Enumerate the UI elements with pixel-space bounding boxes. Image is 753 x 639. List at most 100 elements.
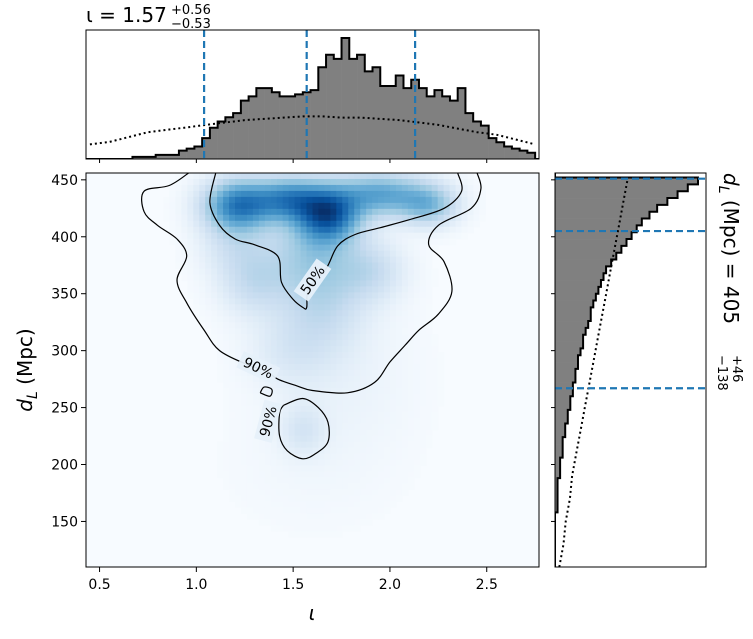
density-cell xyxy=(324,453,331,461)
density-cell xyxy=(449,178,457,186)
density-cell xyxy=(181,226,188,234)
density-cell xyxy=(324,501,331,508)
density-cell xyxy=(407,208,415,216)
density-cell xyxy=(431,399,439,407)
density-cell xyxy=(235,441,242,449)
density-cell xyxy=(372,190,379,198)
density-cell xyxy=(264,340,272,347)
density-cell xyxy=(318,393,326,401)
density-cell xyxy=(378,477,385,485)
density-cell xyxy=(342,322,349,329)
density-cell xyxy=(318,292,326,299)
density-cell xyxy=(384,316,391,323)
density-cell xyxy=(264,244,272,252)
density-cell xyxy=(395,483,403,490)
density-cell xyxy=(252,173,260,180)
density-cell xyxy=(419,340,427,347)
density-cell xyxy=(223,322,230,329)
density-cell xyxy=(360,375,367,383)
density-cell xyxy=(229,250,236,258)
density-cell xyxy=(437,370,445,377)
density-cell xyxy=(217,226,224,234)
density-cell xyxy=(217,364,224,371)
density-cell xyxy=(330,370,337,377)
density-cell xyxy=(276,298,284,305)
density-cell xyxy=(407,196,415,204)
density-cell xyxy=(366,453,373,461)
density-cell xyxy=(288,214,296,222)
density-cell xyxy=(306,178,314,186)
density-cell xyxy=(252,423,260,431)
density-cell xyxy=(455,220,463,228)
density-cell xyxy=(187,173,194,180)
density-cell xyxy=(354,525,361,532)
density-cell xyxy=(342,328,349,335)
density-cell xyxy=(318,453,326,461)
density-cell xyxy=(425,441,433,449)
density-cell xyxy=(407,340,415,347)
density-cell xyxy=(324,178,331,186)
density-cell xyxy=(288,483,296,490)
density-cell xyxy=(467,190,475,198)
density-cell xyxy=(276,525,284,532)
density-cell xyxy=(407,393,415,401)
density-cell xyxy=(229,178,236,186)
density-cell xyxy=(330,328,337,335)
density-cell xyxy=(264,322,272,329)
density-cell xyxy=(342,465,349,473)
density-cell xyxy=(336,435,343,443)
density-cell xyxy=(229,310,236,317)
density-cell xyxy=(348,429,355,437)
density-cell xyxy=(336,316,343,323)
density-cell xyxy=(366,256,373,264)
density-cell xyxy=(294,173,302,180)
density-cell xyxy=(384,471,391,479)
density-cell xyxy=(288,381,296,389)
density-cell xyxy=(312,298,320,305)
contour-line xyxy=(259,386,273,397)
dL-hist-bar xyxy=(555,245,622,254)
density-cell xyxy=(223,173,230,180)
density-cell xyxy=(413,435,421,443)
density-cell xyxy=(217,298,224,305)
density-cell xyxy=(306,501,314,508)
density-cell xyxy=(425,292,433,299)
density-cell xyxy=(270,334,278,341)
density-cell xyxy=(252,513,260,520)
density-cell xyxy=(354,328,361,335)
density-cell xyxy=(425,184,433,192)
density-cell xyxy=(229,358,236,365)
density-cell xyxy=(348,346,355,353)
density-cell xyxy=(240,322,248,329)
density-cell xyxy=(366,280,373,288)
density-cell xyxy=(169,208,177,216)
density-cell xyxy=(187,226,194,234)
density-cell xyxy=(217,310,224,317)
density-cell xyxy=(336,238,343,246)
density-cell xyxy=(336,507,343,514)
density-cell xyxy=(407,316,415,323)
density-cell xyxy=(342,232,349,240)
density-cell xyxy=(425,340,433,347)
density-cell xyxy=(360,364,367,371)
density-cell xyxy=(312,495,320,502)
density-cell xyxy=(378,507,385,514)
density-cell xyxy=(342,196,349,204)
density-cell xyxy=(264,184,272,192)
density-cell xyxy=(360,501,367,508)
density-cell xyxy=(163,208,171,216)
density-cell xyxy=(217,232,224,240)
density-cell xyxy=(258,196,266,204)
density-cell xyxy=(419,286,427,293)
density-cell xyxy=(330,441,337,449)
density-cell xyxy=(425,256,433,264)
density-cell xyxy=(223,328,230,335)
density-cell xyxy=(258,453,266,461)
density-cell xyxy=(330,184,337,192)
density-cell xyxy=(413,280,421,288)
density-cell xyxy=(372,202,379,210)
density-cell xyxy=(413,202,421,210)
density-cell xyxy=(223,429,230,437)
density-cell xyxy=(354,501,361,508)
density-cell xyxy=(324,202,331,210)
